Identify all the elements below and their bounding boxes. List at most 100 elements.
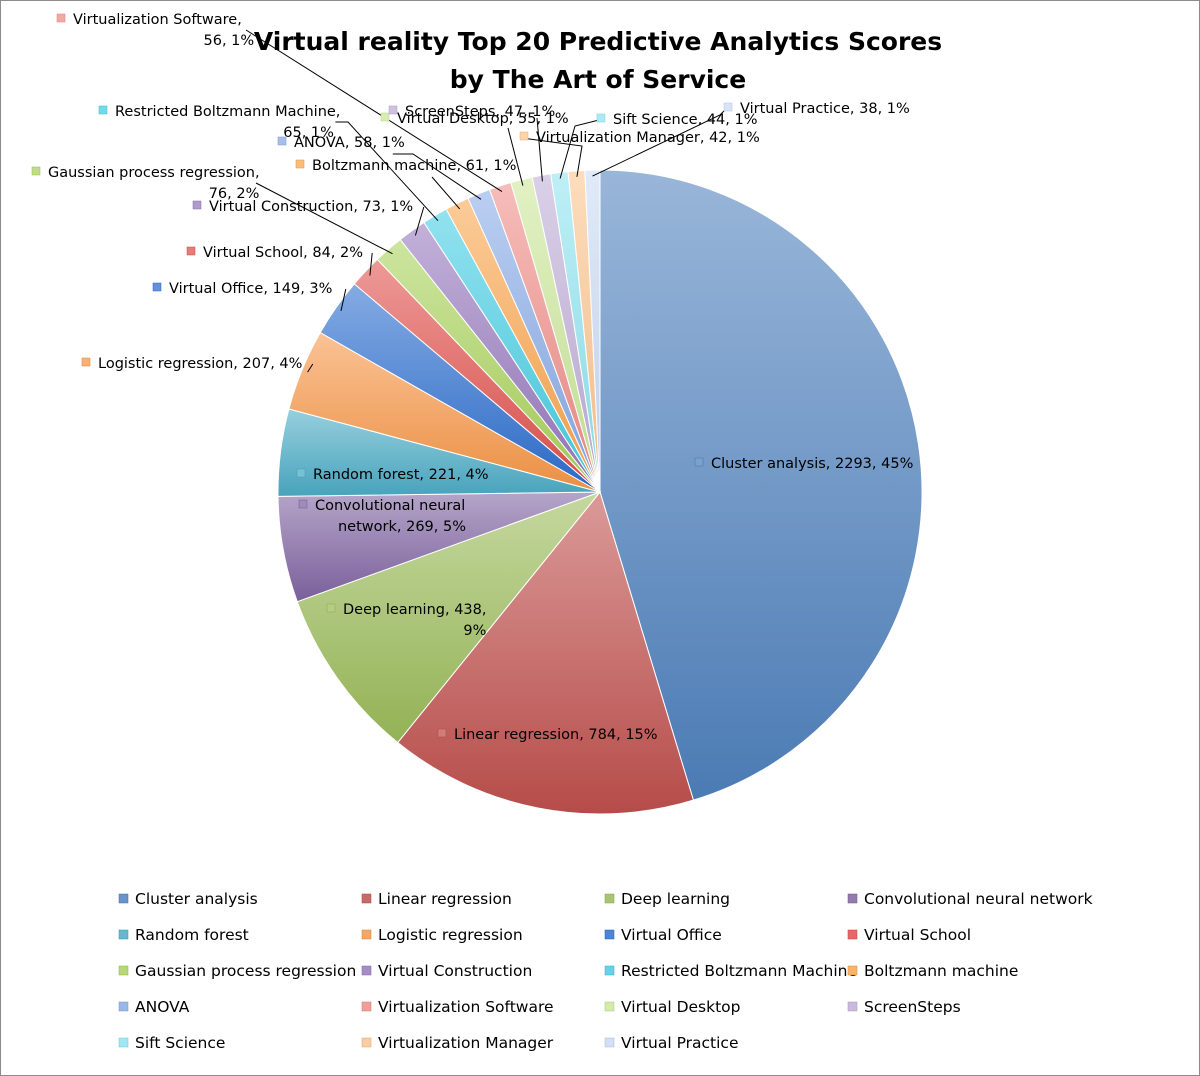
label-marker (295, 159, 305, 169)
data-label: 9% (463, 623, 486, 639)
legend: Cluster analysis Linear regression Deep le… (118, 890, 1093, 1052)
legend-label: Virtual Construction (378, 962, 532, 980)
label-marker (192, 200, 202, 210)
data-label: Virtualization Software, (73, 12, 242, 28)
data-label: 76, 2% (209, 186, 260, 202)
leader-line (414, 206, 425, 236)
legend-swatch (361, 1001, 372, 1012)
label-marker (519, 131, 529, 141)
leader-line (340, 288, 347, 312)
legend-label: Gaussian process regression (135, 962, 356, 980)
data-label: Boltzmann machine, 61, 1% (312, 158, 516, 174)
legend-swatch (847, 893, 858, 904)
leader-line (431, 176, 461, 210)
legend-swatch (604, 1001, 615, 1012)
legend-label: Cluster analysis (135, 890, 258, 908)
leader-line (255, 182, 393, 255)
data-label: Cluster analysis, 2293, 45% (711, 456, 913, 472)
data-label: Gaussian process regression, (48, 165, 260, 181)
legend-label: Linear regression (378, 890, 512, 908)
legend-swatch (847, 1001, 858, 1012)
leader-line (392, 153, 482, 200)
legend-label: Restricted Boltzmann Machine (621, 962, 857, 980)
label-marker (152, 282, 162, 292)
label-marker (98, 105, 108, 115)
legend-label: Random forest (135, 926, 249, 944)
legend-label: Boltzmann machine (864, 962, 1018, 980)
data-label: 56, 1% (204, 33, 255, 49)
data-label: Restricted Boltzmann Machine, (115, 104, 340, 120)
leader-line (507, 127, 524, 186)
legend-swatch (118, 929, 129, 940)
data-labels: Cluster analysis, 2293, 45% Linear regres… (31, 12, 913, 743)
leader-line (559, 119, 600, 179)
legend-swatch (361, 929, 372, 940)
chart-title-line-2: by The Art of Service (450, 65, 746, 94)
leader-line (307, 363, 314, 373)
legend-label: Virtual Practice (621, 1034, 738, 1052)
legend-swatch (604, 1037, 615, 1048)
pie-slice-linear-regression (397, 490, 695, 815)
legend-swatch (604, 929, 615, 940)
data-label: Random forest, 221, 4% (313, 467, 489, 483)
legend-swatch (361, 965, 372, 976)
legend-label: Deep learning (621, 890, 730, 908)
data-label: Virtual Practice, 38, 1% (740, 101, 910, 117)
legend-swatch (361, 1037, 372, 1048)
pie-slice-cluster-analysis (599, 169, 923, 801)
leader-line (335, 121, 439, 222)
label-marker (298, 499, 308, 509)
label-marker (437, 728, 447, 738)
chart-title-line-1: Virtual reality Top 20 Predictive Analyt… (254, 27, 942, 56)
legend-label: ANOVA (135, 998, 190, 1016)
legend-swatch (361, 893, 372, 904)
leader-line (245, 29, 503, 193)
legend-swatch (604, 965, 615, 976)
data-label: Virtual Construction, 73, 1% (209, 199, 413, 215)
label-marker (326, 603, 336, 613)
legend-label: Virtualization Software (378, 998, 554, 1016)
leader-line (536, 117, 543, 182)
label-marker (296, 468, 306, 478)
label-marker (31, 166, 41, 176)
label-marker (388, 105, 398, 115)
data-label: Logistic regression, 207, 4% (98, 356, 302, 372)
pie-slice-deep-learning (296, 490, 602, 744)
legend-label: Sift Science (135, 1034, 225, 1052)
label-marker (56, 13, 66, 23)
data-label: network, 269, 5% (338, 519, 466, 535)
pie-slice-virtual-practice (584, 169, 601, 493)
label-marker (277, 136, 287, 146)
leader-line (369, 252, 373, 276)
legend-label: Virtual Office (621, 926, 722, 944)
legend-swatch (118, 1001, 129, 1012)
label-marker (723, 102, 733, 112)
data-label: Deep learning, 438, (343, 602, 486, 618)
pie-slices (277, 169, 923, 815)
data-label: Virtual Desktop, 55, 1% (397, 111, 569, 127)
data-label: ANOVA, 58, 1% (294, 135, 405, 151)
data-label: ScreenSteps, 47, 1% (405, 104, 555, 120)
data-label: Sift Science, 44, 1% (613, 112, 757, 128)
legend-label: Convolutional neural network (864, 890, 1093, 908)
legend-label: Virtual Desktop (621, 998, 741, 1016)
legend-swatch (604, 893, 615, 904)
label-marker (380, 112, 390, 122)
data-label: Virtual Office, 149, 3% (169, 281, 332, 297)
data-label: Virtualization Manager, 42, 1% (536, 130, 760, 146)
label-marker (81, 357, 91, 367)
legend-label: ScreenSteps (864, 998, 961, 1016)
legend-swatch (847, 929, 858, 940)
legend-label: Virtual School (864, 926, 971, 944)
data-label: Virtual School, 84, 2% (203, 245, 363, 261)
legend-label: Logistic regression (378, 926, 523, 944)
label-marker (186, 246, 196, 256)
label-marker (596, 113, 606, 123)
legend-swatch (118, 965, 129, 976)
legend-swatch (118, 893, 129, 904)
data-label: Linear regression, 784, 15% (454, 727, 658, 743)
legend-swatch (118, 1037, 129, 1048)
data-label: Convolutional neural (315, 498, 465, 514)
data-label: 65, 1% (283, 125, 334, 141)
